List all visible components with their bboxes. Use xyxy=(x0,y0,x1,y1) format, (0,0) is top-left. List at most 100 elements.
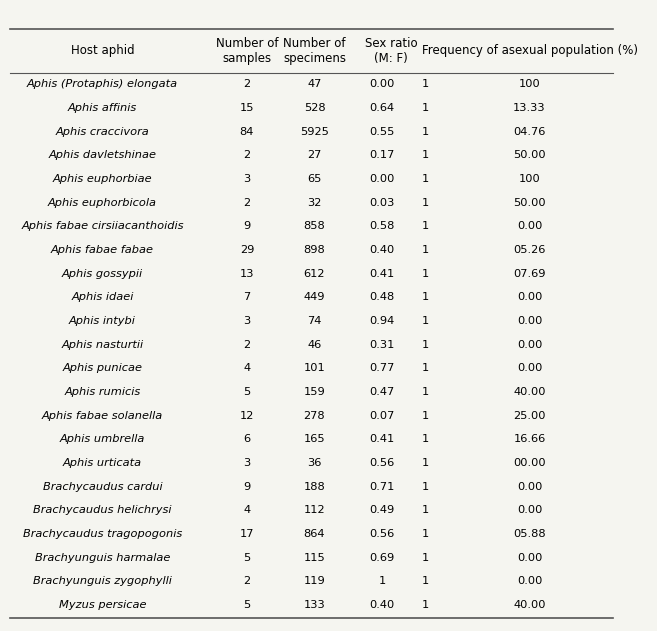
Text: 0.77: 0.77 xyxy=(369,363,395,374)
Text: 0.00: 0.00 xyxy=(369,174,395,184)
Text: 40.00: 40.00 xyxy=(513,387,546,397)
Text: 1: 1 xyxy=(422,387,429,397)
Text: 74: 74 xyxy=(307,316,322,326)
Text: 101: 101 xyxy=(304,363,325,374)
Text: 25.00: 25.00 xyxy=(513,411,546,421)
Text: 0.40: 0.40 xyxy=(369,600,395,610)
Text: 46: 46 xyxy=(307,339,322,350)
Text: 07.69: 07.69 xyxy=(513,269,546,279)
Text: Aphis nasturtii: Aphis nasturtii xyxy=(61,339,143,350)
Text: Host aphid: Host aphid xyxy=(71,44,134,57)
Text: 278: 278 xyxy=(304,411,325,421)
Text: 1: 1 xyxy=(422,434,429,444)
Text: 5: 5 xyxy=(243,387,250,397)
Text: 1: 1 xyxy=(422,529,429,539)
Text: 7: 7 xyxy=(243,292,250,302)
Text: Brachycaudus helichrysi: Brachycaudus helichrysi xyxy=(34,505,171,516)
Text: 1: 1 xyxy=(422,174,429,184)
Text: 1: 1 xyxy=(422,411,429,421)
Text: 0.69: 0.69 xyxy=(369,553,395,563)
Text: 0.31: 0.31 xyxy=(369,339,395,350)
Text: Aphis punicae: Aphis punicae xyxy=(62,363,143,374)
Text: 0.41: 0.41 xyxy=(369,434,395,444)
Text: 1: 1 xyxy=(422,150,429,160)
Text: 50.00: 50.00 xyxy=(513,198,546,208)
Text: 0.41: 0.41 xyxy=(369,269,395,279)
Text: 0.56: 0.56 xyxy=(369,529,395,539)
Text: 5925: 5925 xyxy=(300,127,329,137)
Text: 1: 1 xyxy=(422,221,429,232)
Text: 112: 112 xyxy=(304,505,325,516)
Text: 2: 2 xyxy=(243,198,250,208)
Text: 5: 5 xyxy=(243,600,250,610)
Text: 100: 100 xyxy=(518,174,541,184)
Text: Aphis affinis: Aphis affinis xyxy=(68,103,137,113)
Text: 84: 84 xyxy=(240,127,254,137)
Text: Aphis craccivora: Aphis craccivora xyxy=(56,127,149,137)
Text: 858: 858 xyxy=(304,221,325,232)
Text: 0.47: 0.47 xyxy=(369,387,395,397)
Text: 1: 1 xyxy=(422,600,429,610)
Text: Aphis fabae cirsiiacanthoidis: Aphis fabae cirsiiacanthoidis xyxy=(21,221,184,232)
Text: 1: 1 xyxy=(422,363,429,374)
Text: 1: 1 xyxy=(422,481,429,492)
Text: 0.03: 0.03 xyxy=(369,198,395,208)
Text: 528: 528 xyxy=(304,103,325,113)
Text: 0.00: 0.00 xyxy=(517,316,542,326)
Text: 0.00: 0.00 xyxy=(517,221,542,232)
Text: 27: 27 xyxy=(307,150,322,160)
Text: 04.76: 04.76 xyxy=(513,127,546,137)
Text: 47: 47 xyxy=(307,80,322,90)
Text: Aphis fabae fabae: Aphis fabae fabae xyxy=(51,245,154,255)
Text: 15: 15 xyxy=(240,103,254,113)
Text: 3: 3 xyxy=(243,316,250,326)
Text: 1: 1 xyxy=(422,127,429,137)
Text: 0.17: 0.17 xyxy=(369,150,395,160)
Text: 65: 65 xyxy=(307,174,322,184)
Text: 1: 1 xyxy=(422,80,429,90)
Text: 0.48: 0.48 xyxy=(369,292,395,302)
Text: 36: 36 xyxy=(307,458,322,468)
Text: 17: 17 xyxy=(240,529,254,539)
Text: 0.55: 0.55 xyxy=(369,127,395,137)
Text: 9: 9 xyxy=(243,221,250,232)
Text: Brachyunguis harmalae: Brachyunguis harmalae xyxy=(35,553,170,563)
Text: Aphis intybi: Aphis intybi xyxy=(69,316,136,326)
Text: Brachyunguis zygophylli: Brachyunguis zygophylli xyxy=(33,576,172,586)
Text: 898: 898 xyxy=(304,245,325,255)
Text: 13: 13 xyxy=(240,269,254,279)
Text: 1: 1 xyxy=(422,553,429,563)
Text: 0.00: 0.00 xyxy=(517,292,542,302)
Text: 2: 2 xyxy=(243,150,250,160)
Text: 00.00: 00.00 xyxy=(513,458,546,468)
Text: 1: 1 xyxy=(422,339,429,350)
Text: Aphis umbrella: Aphis umbrella xyxy=(60,434,145,444)
Text: 4: 4 xyxy=(243,505,250,516)
Text: 29: 29 xyxy=(240,245,254,255)
Text: 0.56: 0.56 xyxy=(369,458,395,468)
Text: Myzus persicae: Myzus persicae xyxy=(58,600,147,610)
Text: 2: 2 xyxy=(243,80,250,90)
Text: 2: 2 xyxy=(243,339,250,350)
Text: 1: 1 xyxy=(422,245,429,255)
Text: Number of
samples: Number of samples xyxy=(215,37,278,65)
Text: 864: 864 xyxy=(304,529,325,539)
Text: Sex ratio
(M: F): Sex ratio (M: F) xyxy=(365,37,418,65)
Text: 0.00: 0.00 xyxy=(369,80,395,90)
Text: Aphis rumicis: Aphis rumicis xyxy=(64,387,141,397)
Text: 3: 3 xyxy=(243,174,250,184)
Text: 1: 1 xyxy=(422,505,429,516)
Text: 1: 1 xyxy=(378,576,386,586)
Text: 5: 5 xyxy=(243,553,250,563)
Text: 0.71: 0.71 xyxy=(369,481,395,492)
Text: Frequency of asexual population (%): Frequency of asexual population (%) xyxy=(422,44,637,57)
Text: 0.58: 0.58 xyxy=(369,221,395,232)
Text: 2: 2 xyxy=(243,576,250,586)
Text: 1: 1 xyxy=(422,103,429,113)
Text: 1: 1 xyxy=(422,198,429,208)
Text: 115: 115 xyxy=(304,553,325,563)
Text: 188: 188 xyxy=(304,481,325,492)
Text: 0.40: 0.40 xyxy=(369,245,395,255)
Text: 0.00: 0.00 xyxy=(517,576,542,586)
Text: 0.07: 0.07 xyxy=(369,411,395,421)
